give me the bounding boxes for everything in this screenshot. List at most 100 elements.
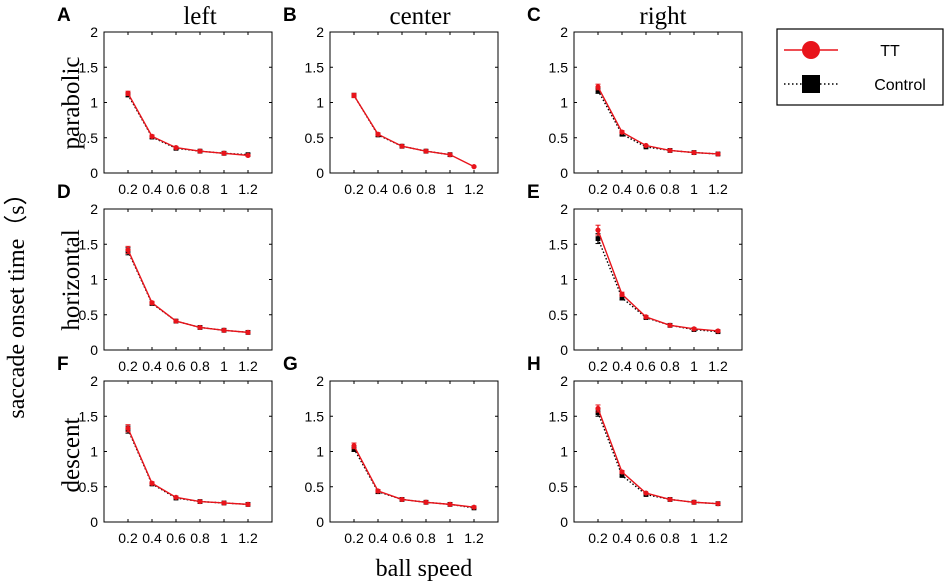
- y-tick-label: 1: [316, 444, 324, 460]
- legend-control-marker: [802, 75, 820, 93]
- series-line-tt: [353, 445, 475, 508]
- y-tick-label: 1.5: [79, 59, 99, 75]
- x-tick-label: 0.4: [612, 181, 632, 197]
- y-tick-label: 1.5: [549, 59, 569, 75]
- panel-H: H00.511.520.2 0.4 0.6 0.8 1 1.2: [527, 354, 743, 546]
- x-tick-label: 1: [220, 530, 228, 546]
- plot-frame: [329, 31, 499, 174]
- x-tick-label: 1.2: [238, 181, 258, 197]
- x-tick-label: 1.2: [708, 358, 728, 374]
- y-tick-label: 1.5: [79, 236, 99, 252]
- legend-tt-marker: [802, 41, 820, 59]
- data-point-tt: [471, 504, 477, 510]
- data-point-tt: [619, 129, 625, 135]
- series-line-control: [127, 429, 249, 506]
- y-tick-label: 2: [316, 24, 324, 40]
- y-tick-label: 1.5: [305, 59, 325, 75]
- data-point-tt: [375, 131, 381, 137]
- y-tick-label: 1.5: [79, 408, 99, 424]
- x-tick-label: 0.6: [392, 181, 412, 197]
- x-tick-label: 1.2: [708, 181, 728, 197]
- x-tick-label: 1.2: [464, 181, 484, 197]
- panel-F: F00.511.520.2 0.4 0.6 0.8 1 1.2: [57, 354, 273, 546]
- x-tick-label: 1: [690, 181, 698, 197]
- y-tick-label: 0.5: [549, 307, 569, 323]
- x-tick-label: 0.8: [190, 358, 210, 374]
- data-point-tt: [245, 329, 251, 335]
- y-tick-label: 0: [560, 165, 568, 181]
- panel-D: D00.511.520.2 0.4 0.6 0.8 1 1.2: [57, 182, 273, 374]
- data-point-tt: [125, 90, 131, 96]
- data-point-tt: [619, 291, 625, 297]
- plot-frame: [103, 380, 273, 523]
- panel-letter: A: [57, 5, 71, 26]
- data-point-tt: [643, 314, 649, 320]
- x-tick-label: 0.2: [118, 530, 138, 546]
- data-point-tt: [221, 327, 227, 333]
- x-tick-label: 0.6: [636, 358, 656, 374]
- y-tick-label: 0: [90, 514, 98, 530]
- col-title-center: center: [389, 3, 451, 30]
- y-tick-label: 2: [90, 373, 98, 389]
- y-tick-label: 2: [90, 201, 98, 217]
- data-point-control: [619, 295, 625, 301]
- x-tick-label: 0.2: [118, 358, 138, 374]
- x-tick-label: 0.8: [416, 530, 436, 546]
- row-title-parabolic: parabolic: [58, 56, 85, 149]
- data-point-tt: [595, 405, 601, 412]
- y-tick-label: 2: [560, 373, 568, 389]
- x-tick-label: 0.4: [142, 358, 162, 374]
- x-tick-label: 0.6: [166, 181, 186, 197]
- plot-frame: [103, 31, 273, 174]
- panel-letter: G: [283, 354, 298, 375]
- data-point-tt: [149, 133, 155, 139]
- data-point-tt: [149, 300, 155, 306]
- x-tick-label: 0.6: [392, 530, 412, 546]
- y-tick-label: 2: [560, 201, 568, 217]
- panel-letter: F: [57, 354, 69, 375]
- panel-G: G 0 0.5 1 1.5 2 0.2 0.4 0.6 0.8 1 1.2: [283, 354, 499, 546]
- panel-letter: B: [283, 5, 297, 26]
- x-tick-label: 1.2: [708, 530, 728, 546]
- y-tick-label: 0: [316, 165, 324, 181]
- y-tick-label: 1: [560, 95, 568, 111]
- panel-letter: C: [527, 5, 541, 26]
- series-line-tt: [127, 427, 249, 506]
- series-line-tt: [353, 95, 475, 168]
- x-tick-label: 0.2: [588, 530, 608, 546]
- y-tick-label: 1: [560, 444, 568, 460]
- x-tick-label: 0.8: [190, 181, 210, 197]
- x-tick-label: 1.2: [464, 530, 484, 546]
- panel-letter: D: [57, 182, 71, 203]
- data-point-tt: [715, 151, 721, 157]
- series-line-tt: [597, 229, 719, 332]
- data-point-control: [595, 88, 601, 93]
- x-tick-label: 0.8: [660, 530, 680, 546]
- legend-control-label: Control: [874, 77, 926, 94]
- panel-letter: E: [527, 182, 540, 203]
- data-point-tt: [667, 496, 673, 503]
- x-tick-label: 0.8: [660, 181, 680, 197]
- y-tick-label: 0: [560, 514, 568, 530]
- series-line-tt: [597, 86, 719, 155]
- plot-frame: [573, 380, 743, 523]
- legend: TT Control: [776, 28, 944, 106]
- y-tick-label: 1: [90, 444, 98, 460]
- series-line-control: [597, 238, 719, 333]
- x-tick-label: 0.8: [660, 358, 680, 374]
- y-tick-label: 0.5: [305, 130, 325, 146]
- x-tick-label: 0.2: [344, 530, 364, 546]
- data-point-tt: [173, 318, 179, 324]
- y-tick-label: 1.5: [549, 408, 569, 424]
- data-point-tt: [173, 145, 179, 151]
- y-tick-label: 1: [560, 272, 568, 288]
- data-point-tt: [691, 326, 697, 332]
- x-tick-label: 1: [446, 181, 454, 197]
- x-tick-label: 0.2: [588, 181, 608, 197]
- data-point-tt: [245, 501, 251, 507]
- data-point-control: [619, 473, 625, 478]
- y-axis-label: saccade onset time（s）: [4, 181, 30, 418]
- panel-E: E00.511.520.2 0.4 0.6 0.8 1 1.2: [527, 182, 743, 374]
- data-point-tt: [125, 425, 131, 431]
